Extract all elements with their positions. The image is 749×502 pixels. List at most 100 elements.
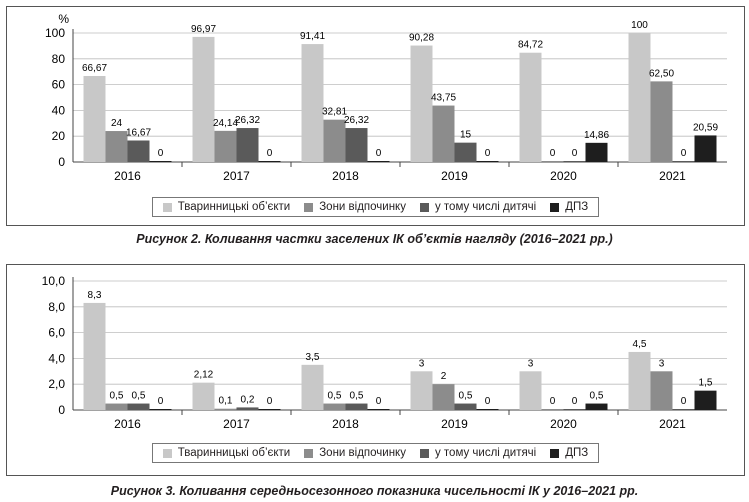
bar (454, 403, 477, 410)
bar (585, 403, 608, 410)
bar (105, 131, 128, 162)
bar (367, 161, 390, 162)
data-label: 0 (158, 396, 164, 407)
bar (519, 52, 542, 163)
legend-label: ДПЗ (565, 201, 589, 213)
bar (83, 302, 106, 410)
bar (672, 161, 695, 162)
data-label: 0 (267, 148, 273, 159)
bar (258, 409, 281, 410)
data-label: 62,50 (649, 68, 674, 79)
bar (628, 33, 651, 162)
bar (149, 409, 172, 410)
bar (236, 128, 259, 162)
data-label: 0 (267, 396, 273, 407)
data-label: 24 (111, 118, 123, 129)
x-tick-label: 2021 (659, 417, 686, 431)
y-tick-label: 0 (58, 155, 65, 169)
legend-label: Зони відпочинку (319, 201, 406, 213)
legend-swatch (419, 202, 429, 212)
figure-caption-1: Рисунок 2. Коливання частки заселених ІК… (136, 232, 613, 246)
legend-label: у тому числі дитячі (434, 201, 537, 213)
legend-item-livestock: Тваринницькі об’єкти (162, 447, 291, 459)
bar (301, 364, 324, 410)
bar (192, 36, 215, 162)
bar (541, 409, 564, 410)
x-tick-label: 2020 (550, 169, 577, 183)
x-tick-label: 2017 (223, 169, 250, 183)
bar (454, 142, 477, 162)
data-label: 8,3 (88, 290, 102, 301)
data-label: 100 (631, 20, 648, 31)
data-label: 0 (572, 396, 578, 407)
legend-1: Тваринницькі об’єкти Зони відпочинку у т… (7, 197, 744, 217)
bar (323, 119, 346, 162)
data-label: 1,5 (699, 378, 713, 389)
data-label: 0,2 (241, 394, 255, 405)
chart-2: 0 2,0 4,0 6,0 8,0 10,0 2016 8,3 0,5 0,5 0 2017 2,12 0… (42, 274, 727, 431)
data-label: 0 (376, 396, 382, 407)
figure-caption-2: Рисунок 3. Коливання середньосезонного п… (110, 484, 639, 498)
bar (149, 161, 172, 162)
x-tick-label: 2018 (332, 169, 359, 183)
y-tick-label: 10,0 (42, 274, 66, 288)
bar (650, 81, 673, 162)
legend-swatch (304, 448, 314, 458)
bar (672, 409, 695, 410)
bar (432, 105, 455, 162)
x-tick-label: 2020 (550, 417, 577, 431)
bar (192, 382, 215, 410)
data-label: 0,5 (328, 391, 342, 402)
bar (105, 403, 128, 410)
data-label: 3 (528, 358, 534, 369)
data-label: 0 (550, 148, 556, 159)
bar (563, 161, 586, 162)
data-label: 24,14 (213, 118, 238, 129)
bar (694, 390, 717, 410)
data-label: 3 (659, 358, 665, 369)
bar (214, 130, 237, 162)
data-label: 0 (572, 148, 578, 159)
bar (236, 407, 259, 410)
bar (410, 371, 433, 410)
y-tick-label: 0 (58, 403, 65, 417)
data-label: 0,5 (459, 391, 473, 402)
data-label: 14,86 (584, 130, 609, 141)
data-label: 3,5 (306, 352, 320, 363)
bar (214, 408, 237, 410)
data-label: 0 (485, 396, 491, 407)
data-label: 0,5 (110, 391, 124, 402)
bar (628, 351, 651, 410)
data-label: 0,5 (132, 391, 146, 402)
data-label: 0,5 (590, 391, 604, 402)
y-tick-label: 100 (45, 26, 65, 40)
data-label: 15 (460, 130, 472, 141)
x-tick-label: 2016 (114, 417, 141, 431)
legend-2: Тваринницькі об’єкти Зони відпочинку у т… (7, 443, 744, 463)
data-label: 66,67 (82, 63, 107, 74)
bar (301, 44, 324, 162)
bar (519, 371, 542, 410)
y-tick-label: 2,0 (48, 377, 65, 391)
bar (258, 161, 281, 162)
legend-swatch (419, 448, 429, 458)
legend-item-children: у тому числі дитячі (419, 447, 536, 459)
legend-label: Тваринницькі об’єкти (177, 447, 291, 459)
data-label: 43,75 (431, 93, 456, 104)
x-tick-label: 2021 (659, 169, 686, 183)
legend-label: Тваринницькі об’єкти (177, 201, 291, 213)
legend-item-livestock: Тваринницькі об’єкти (162, 201, 291, 213)
data-label: 91,41 (300, 31, 325, 42)
y-tick-label: 6,0 (48, 326, 65, 340)
bar (432, 384, 455, 410)
y-tick-label: 8,0 (48, 300, 65, 314)
data-label: 0 (550, 396, 556, 407)
legend-item-dpz: ДПЗ (550, 447, 588, 459)
x-tick-label: 2018 (332, 417, 359, 431)
legend-label: Зони відпочинку (319, 447, 406, 459)
bar (127, 140, 150, 162)
data-label: 0 (485, 148, 491, 159)
legend-item-recreation: Зони відпочинку (304, 447, 406, 459)
bar (694, 135, 717, 162)
